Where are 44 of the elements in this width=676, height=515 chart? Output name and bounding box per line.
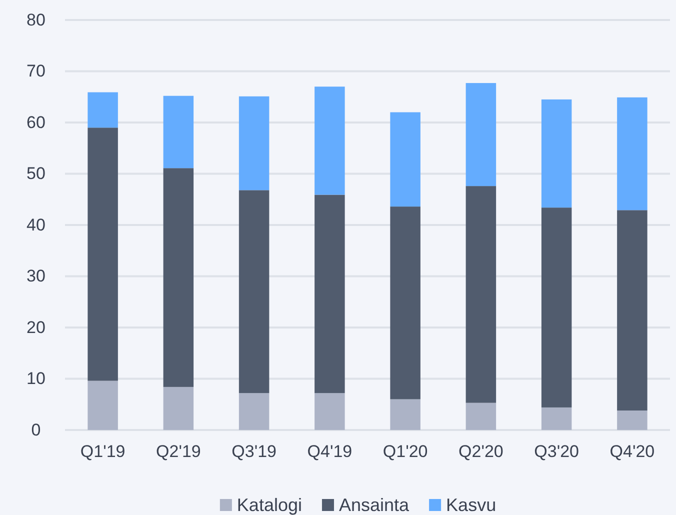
bar [163, 386, 194, 430]
bar [314, 194, 345, 394]
legend-label: Kasvu [446, 495, 496, 515]
bar [238, 393, 270, 430]
bar [541, 208, 572, 408]
bar [390, 112, 420, 207]
bar [88, 380, 118, 430]
y-tick-label: 40 [26, 215, 46, 234]
bar [466, 83, 496, 186]
bar [466, 402, 496, 430]
bar [88, 92, 118, 128]
y-tick-label: 50 [26, 164, 46, 184]
bar [541, 407, 572, 430]
bar [617, 210, 648, 411]
bar [390, 399, 420, 430]
bar [617, 97, 648, 210]
x-tick-label: Q3'20 [534, 442, 579, 462]
bar [238, 190, 270, 394]
x-tick-label: Q4'20 [610, 442, 655, 462]
x-tick-label: Q4'19 [307, 442, 352, 462]
y-tick-label: 70 [26, 62, 46, 81]
bar [541, 99, 572, 208]
legend-label: Ansainta [338, 495, 410, 515]
bar [314, 86, 345, 195]
bar [163, 96, 194, 168]
bar [617, 410, 648, 430]
bar [163, 168, 194, 387]
x-tick-label: Q2'19 [156, 442, 201, 462]
bar [466, 186, 496, 403]
y-tick-label: 60 [26, 112, 46, 132]
y-tick-label: 10 [26, 369, 46, 388]
x-tick-label: Q1'20 [382, 442, 428, 462]
x-tick-label: Q1'19 [80, 442, 126, 462]
x-tick-label: Q3'19 [232, 442, 276, 462]
legend-label: Katalogi [236, 495, 302, 515]
x-tick-label: Q2'20 [458, 442, 504, 462]
y-tick-label: 80 [26, 10, 46, 30]
bar [88, 128, 118, 381]
bar [314, 393, 345, 430]
y-tick-label: 0 [31, 420, 41, 440]
bar [390, 206, 420, 400]
y-tick-label: 30 [26, 266, 46, 286]
bar [238, 96, 270, 190]
y-tick-label: 20 [26, 318, 46, 337]
